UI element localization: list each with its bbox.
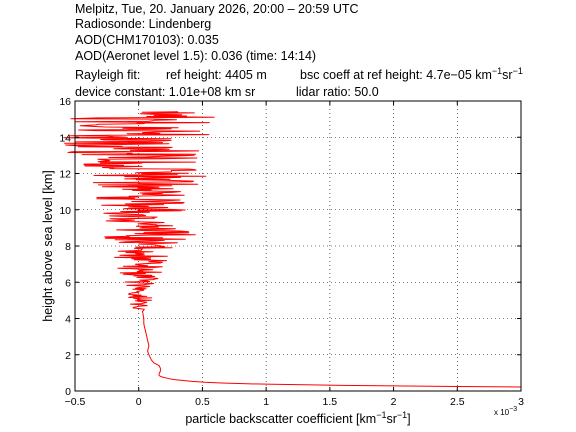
header-aod-ceilometer: AOD(CHM170103): 0.035 [75,33,219,47]
x-axis-multiplier-base: x 10 [494,408,510,417]
header-location-time: Melpitz, Tue, 20. January 2026, 20:00 – … [75,2,359,16]
backscatter-series-line [63,111,522,388]
header-radiosonde: Radiosonde: Lindenberg [75,17,211,31]
header-device-constant: device constant: 1.01e+08 km sr [75,85,255,99]
y-tick-label: 2 [65,350,71,362]
header-lidar-ratio: lidar ratio: 50.0 [296,85,379,99]
x-axis-label-prefix: particle backscatter coefficient [km [185,412,376,426]
header-rayleigh-label: Rayleigh fit: [75,68,140,82]
x-tick-label: 3 [518,396,524,408]
x-tick-label: 1 [263,396,269,408]
header-ref-height: ref height: 4405 m [166,68,267,82]
plot-frame [74,100,522,392]
header-bsc-exp-2: −1 [513,66,523,76]
y-tick-label: 4 [65,314,71,326]
header-bsc-sr: sr [502,68,512,82]
x-tick-label: 0 [136,396,142,408]
header-bsc-prefix: bsc coeff at ref height: 4.7e−05 km [300,68,492,82]
x-axis-label: particle backscatter coefficient [km−1sr… [185,410,410,426]
x-tick-label: 1.5 [323,396,338,408]
x-tick-label: 2.5 [450,396,465,408]
y-tick-label: 12 [59,169,71,181]
y-tick-label: 16 [59,96,71,108]
x-axis-label-sr: sr [386,412,396,426]
x-axis-multiplier-exp: −3 [509,406,517,413]
x-axis-label-exp-2: −1 [397,410,407,420]
y-tick-label: 10 [59,205,71,217]
y-tick-label: 14 [59,132,71,144]
y-tick-label: 6 [65,277,71,289]
y-tick-label: 8 [65,241,71,253]
x-axis-label-exp-1: −1 [376,410,386,420]
y-tick-label: 0 [65,386,71,398]
profile-line [63,111,522,388]
x-tick-label: 0.5 [195,396,210,408]
header-bsc-exp-1: −1 [492,66,502,76]
header-aod-aeronet: AOD(Aeronet level 1.5): 0.036 (time: 14:… [75,49,316,63]
x-axis-multiplier: x 10−3 [494,406,517,417]
x-tick-label: 2 [391,396,397,408]
header-bsc-coeff: bsc coeff at ref height: 4.7e−05 km−1sr−… [300,66,523,82]
y-axis-label: height above sea level [km] [41,170,55,321]
x-tick-label: −0.5 [65,396,86,408]
